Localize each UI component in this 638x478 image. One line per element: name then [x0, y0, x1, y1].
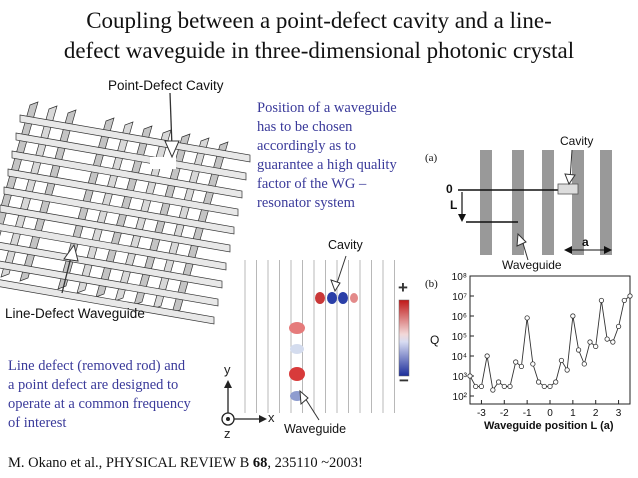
- q-data-point: [490, 387, 496, 393]
- q-data-point: [484, 353, 490, 359]
- panel-a-label: (a): [425, 152, 438, 164]
- position-note-line: guarantee a high quality: [257, 157, 397, 173]
- x-tick-label: -1: [523, 408, 532, 419]
- title-line-1: Coupling between a point-defect cavity a…: [86, 8, 552, 33]
- q-data-point: [581, 361, 587, 367]
- q-data-point: [518, 363, 525, 370]
- y-tick-label: 10⁵: [452, 332, 467, 343]
- q-data-point: [570, 313, 576, 319]
- schematic-figure: (a) Cavity 0 L a Waveguide: [422, 130, 636, 272]
- field-cavity-label: Cavity: [328, 238, 363, 252]
- x-tick-label: 1: [570, 408, 576, 419]
- axis-y-label: y: [224, 362, 231, 377]
- position-note: Position of a waveguide has to be chosen…: [257, 99, 427, 213]
- defect-note-line: Line defect (removed rod) and: [8, 358, 186, 374]
- q-data-point: [547, 383, 553, 390]
- cavity-arrow: [164, 140, 180, 159]
- y-axis-label: Q: [430, 333, 440, 347]
- q-data-point: [593, 343, 599, 350]
- q-chart-svg: 10² 10³ 10⁴ 10⁵ 10⁶ 10⁷ 10⁸ -3 -2 -1 0 1 2 3: [452, 272, 633, 419]
- y-tick-label: 10⁷: [452, 292, 467, 303]
- position-note-line: resonator system: [257, 195, 355, 211]
- x-tick-label: -2: [500, 408, 509, 419]
- q-data-point: [587, 339, 593, 345]
- schematic-L-label: L: [450, 198, 458, 212]
- q-data-point: [524, 315, 530, 321]
- axis-x-label: x: [268, 410, 275, 425]
- field-map: [221, 255, 410, 426]
- y-tick-label: 10³: [453, 372, 468, 383]
- field-figure: Cavity Waveguide + − y x z: [215, 238, 425, 443]
- position-note-line: accordingly as to: [257, 138, 357, 154]
- q-data-point: [478, 383, 485, 390]
- q-data-point: [513, 359, 519, 365]
- q-data-point: [604, 336, 610, 342]
- q-data-point: [564, 367, 570, 373]
- reference-volume: 68: [252, 455, 268, 471]
- defect-note-line: of interest: [8, 415, 67, 431]
- q-data-point: [598, 297, 605, 304]
- q-data-point: [553, 379, 559, 385]
- q-data-point: [473, 383, 479, 390]
- reference-suffix: , 235110 ~2003!: [267, 455, 363, 471]
- q-data-point: [501, 383, 507, 390]
- title-line-2: defect waveguide in three-dimensional ph…: [63, 38, 575, 63]
- reference-prefix: M. Okano et al., PHYSICAL REVIEW B: [8, 455, 253, 471]
- x-tick-label: -3: [477, 408, 486, 419]
- crystal-figure: Point-Defect Cavity Line-Defect Waveguid…: [0, 75, 262, 325]
- q-data-point: [575, 347, 582, 353]
- waveguide-arrow: [63, 243, 79, 262]
- field-waveguide-label: Waveguide: [284, 422, 347, 436]
- x-tick-label: 0: [547, 408, 553, 419]
- position-note-line: factor of the WG –: [257, 176, 367, 192]
- colorbar-plus: +: [398, 278, 408, 297]
- defect-note-line: a point defect are designed to: [8, 377, 179, 393]
- q-data-point: [610, 339, 616, 345]
- q-data-point: [467, 373, 473, 379]
- q-data-point: [621, 297, 627, 304]
- point-defect-cavity-label: Point-Defect Cavity: [108, 78, 224, 93]
- q-data-point: [535, 379, 542, 385]
- y-tick-label: 10²: [453, 392, 468, 403]
- y-tick-label: 10⁶: [452, 312, 467, 323]
- q-chart: 10² 10³ 10⁴ 10⁵ 10⁶ 10⁷ 10⁸ -3 -2 -1 0 1 2 3 (b) Q W…: [422, 268, 636, 438]
- colorbar: [398, 299, 410, 377]
- schematic-drawing: [458, 149, 612, 261]
- position-note-line: has to be chosen: [257, 119, 353, 135]
- slide-title: Coupling between a point-defect cavity a…: [0, 6, 638, 66]
- y-tick-label: 10⁴: [452, 352, 467, 363]
- schematic-zero-label: 0: [446, 182, 453, 196]
- y-tick-label: 10⁸: [452, 272, 467, 283]
- defect-note: Line defect (removed rod) and a point de…: [8, 357, 223, 433]
- q-data-point: [627, 293, 633, 299]
- x-axis-label: Waveguide position L (a): [484, 420, 614, 432]
- reference: M. Okano et al., PHYSICAL REVIEW B 68, 2…: [8, 455, 363, 472]
- defect-note-line: operate at a common frequency: [8, 396, 191, 412]
- schematic-waveguide-label: Waveguide: [502, 258, 562, 272]
- q-data-point: [615, 323, 622, 330]
- q-data-point: [507, 383, 513, 390]
- q-data-point: [530, 361, 536, 367]
- schematic-a-label: a: [582, 235, 589, 249]
- schematic-cavity-label: Cavity: [560, 134, 594, 148]
- cavity-hole: [150, 157, 176, 169]
- x-tick-label: 3: [616, 408, 622, 419]
- q-data-point: [558, 357, 565, 364]
- line-defect-waveguide-label: Line-Defect Waveguide: [5, 306, 145, 321]
- woodpile-illustration: [0, 92, 251, 325]
- q-data-point: [495, 379, 502, 385]
- axis-z-label: z: [224, 426, 231, 441]
- q-series-line: [469, 295, 631, 392]
- q-data-point: [541, 383, 547, 390]
- x-tick-label: 2: [593, 408, 599, 419]
- colorbar-minus: −: [399, 371, 409, 390]
- position-note-line: Position of a waveguide: [257, 100, 397, 116]
- panel-b-label: (b): [425, 278, 438, 290]
- cavity-box: [557, 183, 579, 195]
